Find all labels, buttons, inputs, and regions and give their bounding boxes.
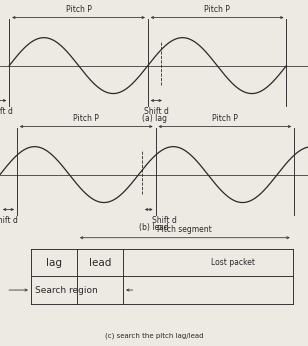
Text: Pitch P: Pitch P [66,5,91,14]
Text: (a) lag: (a) lag [141,114,167,123]
Text: Lost packet: Lost packet [211,258,254,267]
Text: lead: lead [89,258,111,268]
Text: Pitch P: Pitch P [73,114,99,123]
Text: (b) lead: (b) lead [139,223,169,232]
Text: Shift d: Shift d [0,107,13,116]
Text: Shift d: Shift d [0,216,18,225]
Text: Pitch segment: Pitch segment [157,225,212,234]
Text: Shift d: Shift d [152,216,176,225]
Text: Pitch P: Pitch P [204,5,230,14]
Text: lag: lag [46,258,62,268]
Text: Shift d: Shift d [144,107,169,116]
Text: Pitch P: Pitch P [212,114,238,123]
Text: Search region: Search region [35,285,98,294]
Text: (c) search the pitch lag/lead: (c) search the pitch lag/lead [105,332,203,339]
